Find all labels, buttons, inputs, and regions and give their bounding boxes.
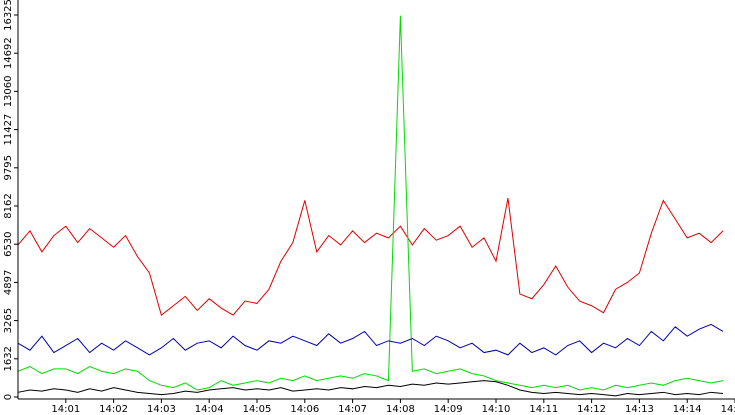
series-line	[17, 198, 724, 316]
y-tick-label: 4897	[3, 270, 14, 295]
x-tick-label: 14:02	[99, 404, 128, 415]
x-tick-label: 14:09	[434, 404, 463, 415]
x-tick-label: 14:15	[721, 404, 735, 415]
x-tick-label: 14:10	[482, 404, 511, 415]
y-tick-label: 11427	[3, 114, 14, 146]
y-tick-label: 1632	[3, 346, 14, 371]
plot-area	[17, 15, 724, 397]
x-tick-label: 14:05	[243, 404, 272, 415]
y-tick-label: 8162	[3, 193, 14, 218]
y-tick-label: 9795	[3, 155, 14, 180]
x-tick-label: 14:07	[338, 404, 367, 415]
x-tick-label: 14:14	[673, 404, 702, 415]
y-tick-label: 13060	[3, 75, 14, 107]
x-tick-label: 14:03	[147, 404, 176, 415]
y-tick-label: 14692	[3, 37, 14, 69]
x-tick-label: 14:08	[386, 404, 415, 415]
x-tick-label: 14:13	[625, 404, 654, 415]
y-tick-label: 0	[3, 394, 14, 400]
y-tick-label: 3265	[3, 308, 14, 333]
y-tick-label: 16325	[3, 0, 14, 31]
x-tick-label: 14:04	[195, 404, 224, 415]
x-tick-label: 14:06	[290, 404, 319, 415]
y-tick-label: 6530	[3, 231, 14, 256]
x-tick-label: 14:11	[529, 404, 558, 415]
series-line	[17, 15, 724, 391]
x-tick-label: 14:01	[51, 404, 80, 415]
x-tick-label: 14:12	[577, 404, 606, 415]
series-line	[17, 380, 724, 397]
series-line	[17, 323, 724, 356]
